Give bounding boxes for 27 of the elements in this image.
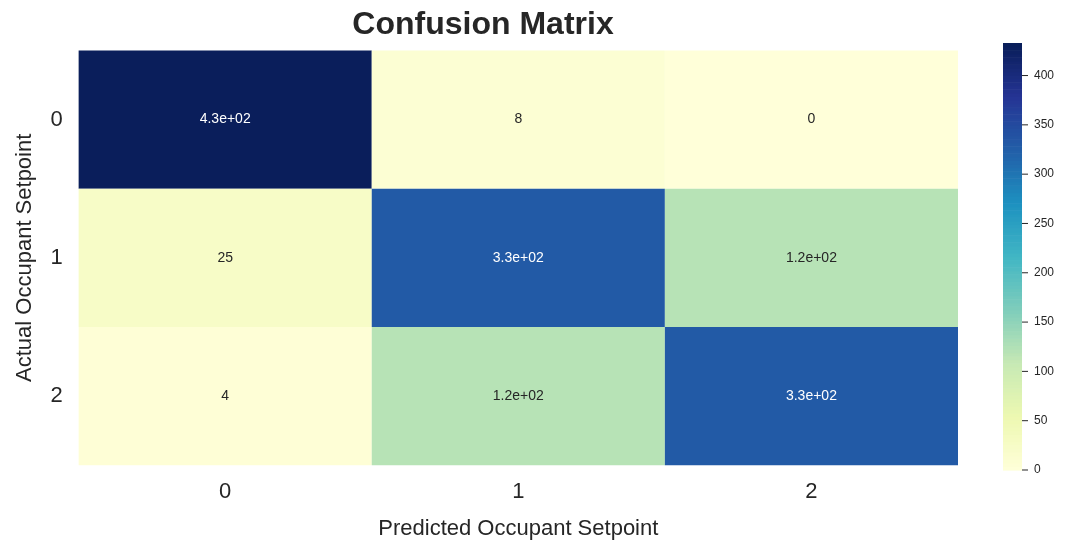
data-label: 1.2e+02 (785, 248, 838, 265)
y-tick-label: 0 (50, 105, 63, 131)
data-label: 1.2e+02 (492, 386, 545, 403)
color-bar-label: 300 (1034, 166, 1055, 181)
color-bar-label: 200 (1034, 265, 1055, 280)
color-bar-label: 350 (1034, 117, 1055, 132)
color-bar-label: 250 (1034, 215, 1055, 230)
color-bar-label: 100 (1034, 363, 1055, 378)
color-bar-label: 150 (1034, 314, 1055, 329)
color-bar-label: 400 (1034, 67, 1055, 82)
chart-title: Confusion Matrix (352, 5, 614, 42)
data-label: 3.3e+02 (492, 248, 545, 265)
x-axis-title: Predicted Occupant Setpoint (378, 514, 659, 540)
color-bar-label: 0 (1034, 462, 1041, 477)
y-tick-label: 2 (50, 382, 63, 408)
data-label: 4.3e+02 (199, 110, 251, 127)
color-bar-label: 50 (1034, 413, 1048, 428)
data-label: 8 (514, 110, 523, 127)
x-tick-label: 2 (805, 478, 818, 504)
y-axis-title: Actual Occupant Setpoint (11, 133, 37, 382)
data-label: 0 (807, 110, 816, 127)
data-label: 3.3e+02 (785, 386, 838, 403)
x-tick-label: 1 (512, 478, 525, 504)
y-tick-label: 1 (50, 243, 63, 269)
data-label: 25 (217, 248, 234, 265)
x-tick-label: 0 (219, 478, 232, 504)
data-label: 4 (221, 386, 230, 403)
